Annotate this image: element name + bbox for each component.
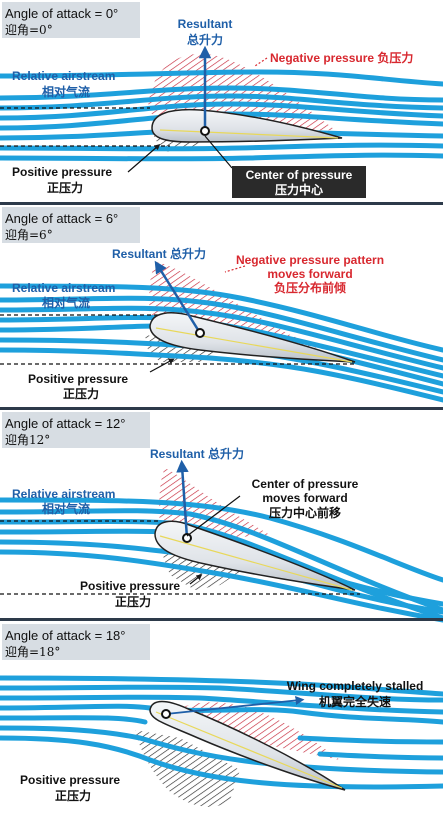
- panel-title-cn: 迎角=18°: [5, 645, 60, 659]
- airflow-streamlines: [0, 675, 443, 790]
- negative-pressure-label-2: moves forward: [267, 267, 352, 281]
- relative-airstream-label: Relative airstream: [12, 281, 115, 295]
- panel-title-box: [2, 412, 150, 448]
- airfoil: [149, 700, 346, 791]
- panel-aoa-6: Angle of attack = 6° 迎角=6° Resultant 总升力…: [0, 207, 443, 403]
- relative-airstream-label-cn: 相对气流: [42, 501, 90, 516]
- center-of-pressure-label: Center of pressure: [252, 477, 359, 491]
- stall-leader: [165, 695, 305, 715]
- negative-pressure-label: Negative pressure pattern: [236, 253, 384, 267]
- panel-aoa-18: Angle of attack = 18° 迎角=18° Wing comple…: [0, 624, 443, 807]
- center-of-pressure-leader: [204, 135, 233, 169]
- negative-pressure-region: [175, 702, 340, 760]
- positive-pressure-label: Positive pressure: [28, 372, 128, 386]
- positive-pressure-leader: [127, 144, 161, 173]
- relative-airstream-label: Relative airstream: [12, 487, 115, 501]
- chord-line: [159, 129, 339, 139]
- center-of-pressure-point: [195, 328, 205, 338]
- panel-title-cn: 迎角=6°: [5, 228, 53, 242]
- positive-pressure-label: Positive pressure: [12, 165, 112, 179]
- relative-airstream-label: Relative airstream: [12, 69, 115, 83]
- center-of-pressure-label-2: moves forward: [262, 491, 347, 505]
- airfoil: [151, 108, 343, 143]
- panel-title-box: [2, 624, 150, 660]
- airfoil: [154, 520, 356, 591]
- positive-pressure-label-cn: 正压力: [63, 386, 99, 401]
- negative-pressure-label: Negative pressure 负压力: [270, 50, 413, 65]
- relative-airstream-label-cn: 相对气流: [42, 84, 90, 99]
- center-of-pressure-point: [200, 126, 210, 136]
- positive-pressure-region: [135, 730, 240, 807]
- stall-label: Wing completely stalled: [287, 679, 424, 693]
- center-of-pressure-point: [161, 709, 171, 719]
- panel-title: Angle of attack = 18°: [5, 628, 125, 643]
- center-of-pressure-label-cn: 压力中心: [275, 182, 323, 197]
- panel-title-cn: 迎角=0°: [5, 23, 53, 37]
- negative-pressure-leader: [224, 265, 246, 273]
- panel-aoa-12: Angle of attack = 12° 迎角12° Resultant 总升…: [0, 412, 443, 623]
- resultant-arrow: [176, 459, 189, 539]
- relative-airstream-label-cn: 相对气流: [42, 295, 90, 310]
- resultant-label: Resultant: [178, 17, 233, 31]
- positive-pressure-label-cn: 正压力: [115, 594, 151, 609]
- panel-title: Angle of attack = 12°: [5, 416, 125, 431]
- panel-title-cn: 迎角12°: [5, 433, 50, 447]
- panel-title: Angle of attack = 0°: [5, 6, 118, 21]
- resultant-arrow: [154, 260, 202, 334]
- chord-line: [159, 535, 353, 591]
- chord-line: [155, 327, 353, 363]
- positive-pressure-leader: [149, 358, 175, 373]
- positive-pressure-label: Positive pressure: [20, 773, 120, 787]
- panel-title-box: [2, 2, 140, 38]
- panel-title: Angle of attack = 6°: [5, 211, 118, 226]
- center-of-pressure-label: Center of pressure: [246, 168, 353, 182]
- resultant-label-cn: 总升力: [187, 32, 223, 47]
- positive-pressure-label-cn: 正压力: [55, 788, 91, 803]
- resultant-label: Resultant 总升力: [112, 246, 206, 261]
- center-of-pressure-leader: [186, 495, 241, 537]
- panel-title-box: [2, 207, 140, 243]
- chord-line: [155, 711, 343, 789]
- center-of-pressure-label-cn: 压力中心前移: [269, 505, 341, 520]
- stall-label-cn: 机翼完全失速: [319, 694, 391, 709]
- positive-pressure-label-cn: 正压力: [47, 180, 83, 195]
- positive-pressure-label: Positive pressure: [80, 579, 180, 593]
- center-of-pressure-point: [182, 533, 192, 543]
- negative-pressure-leader: [254, 57, 268, 67]
- center-of-pressure-box: [232, 166, 366, 198]
- panel-aoa-0: Angle of attack = 0° 迎角=0° Resultant 总升力: [0, 2, 443, 198]
- resultant-label: Resultant 总升力: [150, 446, 244, 461]
- negative-pressure-label-cn: 负压分布前倾: [274, 280, 346, 295]
- positive-pressure-leader: [189, 574, 203, 585]
